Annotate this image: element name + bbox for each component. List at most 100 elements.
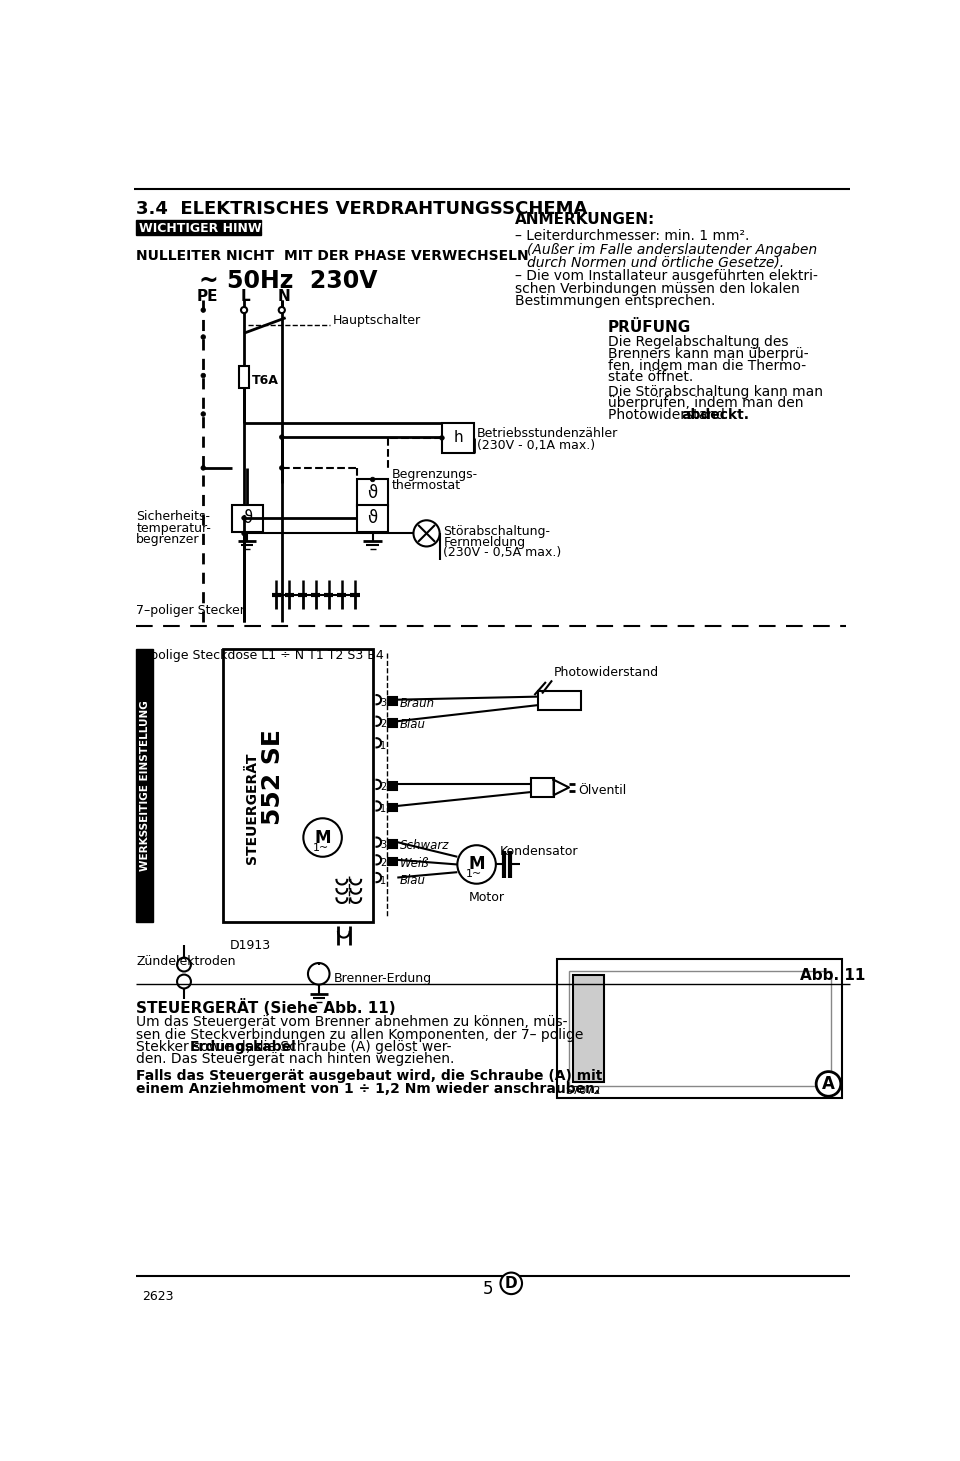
Text: 1: 1 [380, 875, 387, 885]
Text: Falls das Steuergerät ausgebaut wird, die Schraube (A) mit: Falls das Steuergerät ausgebaut wird, di… [136, 1069, 603, 1083]
Text: T6A: T6A [252, 374, 278, 387]
Text: Schwarz: Schwarz [399, 839, 449, 852]
Text: – Die vom Installateur ausgeführten elektri-: – Die vom Installateur ausgeführten elek… [516, 269, 818, 283]
Text: (230V - 0,1A max.): (230V - 0,1A max.) [476, 438, 595, 451]
Text: temperatur-: temperatur- [136, 522, 211, 535]
Circle shape [303, 818, 342, 856]
Text: 1: 1 [380, 804, 387, 814]
Text: 1: 1 [380, 741, 387, 751]
Bar [569, 970, 830, 1086]
Bar [388, 858, 397, 865]
Text: M: M [314, 828, 331, 846]
Text: 3.4  ELEKTRISCHES VERDRAHTUNGSSCHEMA: 3.4 ELEKTRISCHES VERDRAHTUNGSSCHEMA [136, 200, 588, 218]
Circle shape [278, 307, 285, 313]
Text: Blau: Blau [399, 719, 425, 730]
Text: Die Störabschaltung kann man: Die Störabschaltung kann man [608, 384, 823, 399]
Bar [223, 649, 372, 922]
Text: 2: 2 [380, 858, 387, 868]
Text: Weiß: Weiß [399, 856, 429, 869]
Bar [388, 840, 397, 847]
Bar [388, 697, 397, 706]
Text: 2: 2 [380, 783, 387, 792]
Circle shape [440, 435, 444, 440]
Circle shape [242, 530, 247, 536]
Text: NULLEITER NICHT  MIT DER PHASE VERWECHSELN: NULLEITER NICHT MIT DER PHASE VERWECHSEL… [136, 250, 529, 263]
Text: Stekker sowie das: Stekker sowie das [136, 1040, 266, 1053]
Circle shape [201, 373, 205, 378]
Text: den. Das Steuergerät nach hinten wegziehen.: den. Das Steuergerät nach hinten wegzieh… [136, 1052, 455, 1067]
Text: S7072: S7072 [565, 1086, 601, 1096]
Text: (Außer im Falle anderslautender Angaben: (Außer im Falle anderslautender Angaben [527, 243, 817, 257]
Text: D1913: D1913 [230, 939, 272, 953]
Text: M: M [468, 856, 485, 874]
Text: 7–poliger Stecker: 7–poliger Stecker [136, 605, 245, 617]
Text: h: h [453, 431, 463, 446]
Circle shape [201, 412, 205, 416]
Text: D: D [505, 1275, 517, 1292]
Text: Störabschaltung-: Störabschaltung- [444, 524, 550, 538]
Text: Um das Steuergerät vom Brenner abnehmen zu können, müs-: Um das Steuergerät vom Brenner abnehmen … [136, 1015, 567, 1030]
Text: Betriebsstundenzähler: Betriebsstundenzähler [476, 427, 618, 440]
Text: Blau: Blau [399, 875, 425, 887]
Text: STEUERGERÄT (Siehe Abb. 11): STEUERGERÄT (Siehe Abb. 11) [136, 999, 396, 1017]
Text: ϑ: ϑ [242, 508, 252, 527]
Text: 5: 5 [483, 1280, 493, 1299]
Circle shape [241, 307, 247, 313]
Text: ~ 50Hz  230V: ~ 50Hz 230V [200, 269, 378, 294]
Circle shape [371, 478, 375, 482]
Text: , die Schraube (A) gelöst wer-: , die Schraube (A) gelöst wer- [246, 1040, 451, 1053]
Text: Sicherheits-: Sicherheits- [136, 510, 210, 523]
Bar [558, 960, 842, 1097]
Circle shape [279, 435, 284, 440]
Text: 3: 3 [380, 840, 387, 850]
Text: Kondensator: Kondensator [500, 846, 578, 858]
Text: schen Verbindungen müssen den lokalen: schen Verbindungen müssen den lokalen [516, 282, 800, 295]
Text: ANMERKUNGEN:: ANMERKUNGEN: [516, 212, 656, 228]
Polygon shape [696, 1012, 780, 1043]
Text: N: N [278, 289, 291, 304]
Bar [388, 782, 397, 790]
Circle shape [500, 1273, 522, 1294]
Text: Brenner-Erdung: Brenner-Erdung [334, 972, 432, 985]
Bar [357, 479, 388, 507]
Circle shape [201, 466, 205, 470]
Text: 2623: 2623 [142, 1290, 173, 1303]
Text: 2: 2 [380, 719, 387, 729]
Text: Fernmeldung: Fernmeldung [444, 536, 526, 549]
Text: Bestimmungen entsprechen.: Bestimmungen entsprechen. [516, 294, 715, 308]
Text: L: L [240, 289, 250, 304]
Text: WERKSSEITIGE EINSTELLUNG: WERKSSEITIGE EINSTELLUNG [140, 700, 150, 871]
Text: Photowiderstand: Photowiderstand [554, 666, 659, 679]
Text: fen, indem man die Thermo-: fen, indem man die Thermo- [608, 358, 805, 373]
Text: 7–polige Steckdose L1 ÷ N T1 T2 S3 B4: 7–polige Steckdose L1 ÷ N T1 T2 S3 B4 [136, 649, 384, 662]
Text: 3: 3 [380, 698, 387, 707]
Bar [239, 367, 250, 387]
Text: 552 SE: 552 SE [260, 729, 284, 825]
Bar [231, 506, 262, 532]
Text: begrenzer: begrenzer [136, 533, 200, 546]
Text: thermostat: thermostat [392, 479, 461, 492]
Circle shape [279, 466, 284, 470]
Circle shape [201, 308, 205, 313]
Text: Motor: Motor [468, 891, 505, 904]
Text: PRÜFUNG: PRÜFUNG [608, 320, 691, 335]
Text: Hauptschalter: Hauptschalter [332, 314, 420, 327]
Text: Die Regelabschaltung des: Die Regelabschaltung des [608, 336, 788, 349]
Circle shape [201, 335, 205, 339]
Text: ϑ: ϑ [368, 484, 378, 501]
Text: abdeckt.: abdeckt. [682, 408, 750, 422]
Bar [136, 221, 261, 235]
Text: state öffnet.: state öffnet. [608, 370, 693, 384]
Bar [388, 719, 397, 726]
Bar [531, 779, 554, 798]
Text: Begrenzungs-: Begrenzungs- [392, 468, 478, 481]
Text: sen die Steckverbindungen zu allen Komponenten, der 7– polige: sen die Steckverbindungen zu allen Kompo… [136, 1027, 584, 1042]
Circle shape [414, 520, 440, 546]
Text: durch Normen und örtliche Gesetze).: durch Normen und örtliche Gesetze). [527, 256, 783, 269]
Text: (230V - 0,5A max.): (230V - 0,5A max.) [444, 546, 562, 560]
Bar [136, 649, 154, 922]
Text: STEUERGERÄT: STEUERGERÄT [245, 752, 259, 863]
Text: Brenners kann man überprü-: Brenners kann man überprü- [608, 348, 808, 361]
Circle shape [816, 1071, 841, 1096]
Text: Erdungskabel: Erdungskabel [190, 1040, 297, 1053]
